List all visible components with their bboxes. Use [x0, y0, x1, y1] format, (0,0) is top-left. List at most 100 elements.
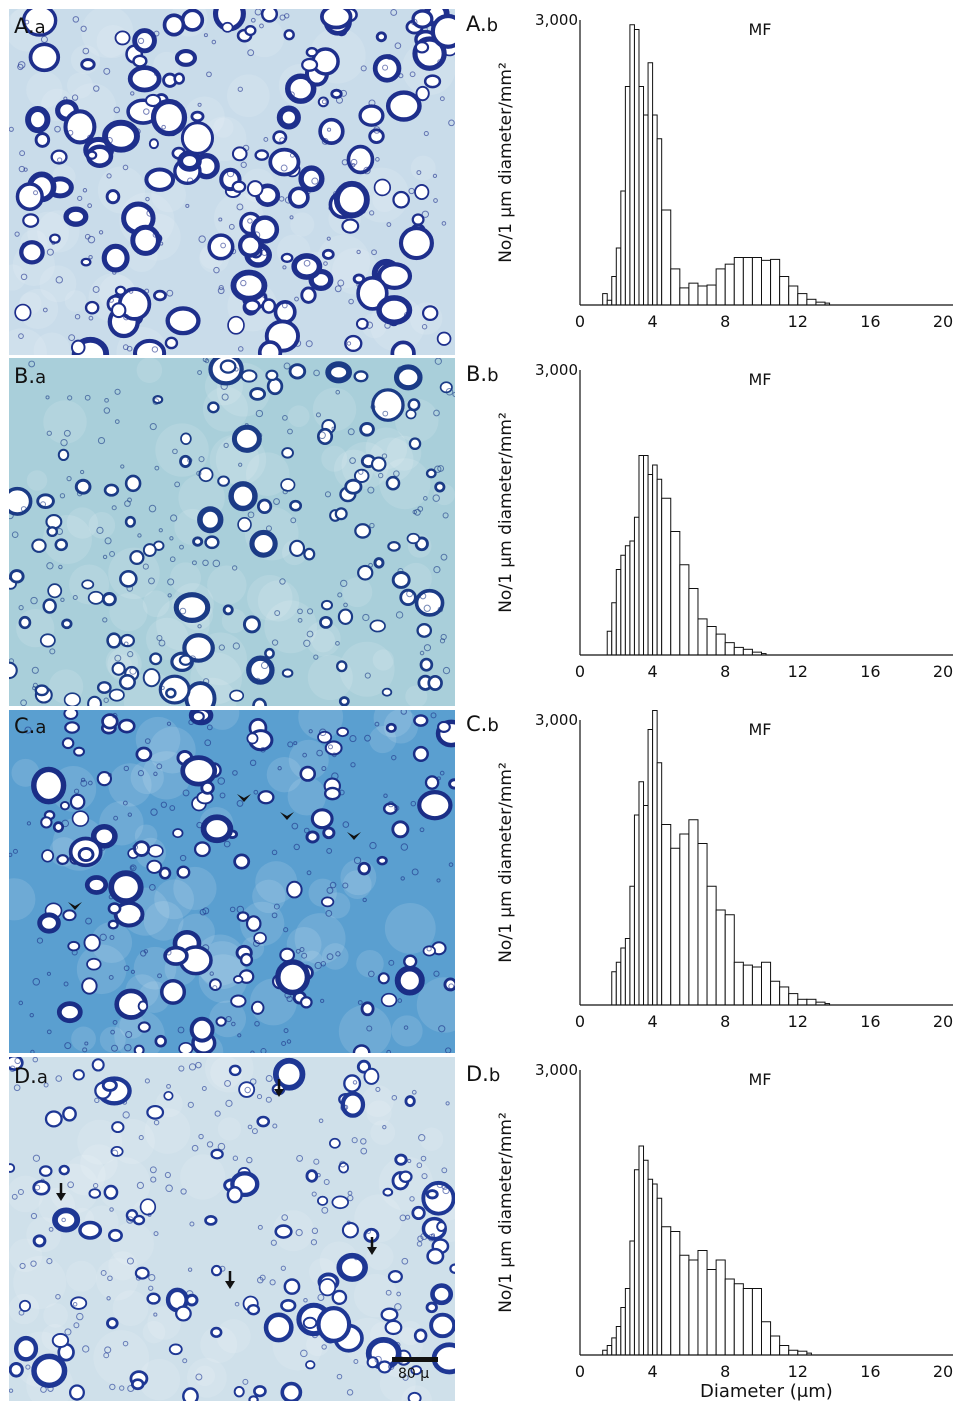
histogram-bar [643, 805, 649, 1006]
small-fiber [384, 322, 391, 329]
micrograph-panel-b [9, 358, 455, 706]
small-fiber [365, 321, 374, 329]
small-fiber [261, 292, 268, 299]
small-fiber [209, 971, 214, 976]
small-fiber [33, 190, 39, 196]
nerve-fiber [256, 1115, 271, 1128]
tissue-texture [136, 358, 163, 383]
small-fiber [40, 1178, 45, 1183]
small-fiber [247, 511, 255, 519]
x-tick-label: 12 [788, 312, 808, 331]
histogram-bar [624, 1288, 631, 1356]
small-fiber [159, 241, 164, 246]
nerve-fiber [331, 1289, 348, 1305]
small-fiber [144, 1078, 150, 1084]
small-fiber [441, 1167, 448, 1174]
histogram-bar [806, 298, 817, 306]
small-fiber [385, 1289, 392, 1296]
small-fiber [329, 881, 337, 889]
nerve-fiber [398, 226, 434, 261]
nerve-fiber [103, 483, 120, 497]
small-fiber [388, 959, 395, 966]
small-fiber [202, 559, 209, 567]
small-fiber [197, 370, 203, 375]
nerve-fiber [358, 104, 385, 127]
small-fiber [331, 772, 339, 780]
small-fiber [413, 508, 421, 516]
nerve-fiber [101, 592, 117, 607]
small-fiber [219, 1265, 226, 1272]
small-fiber [423, 644, 432, 652]
nerve-fiber [124, 474, 142, 493]
tissue-texture [419, 1127, 444, 1151]
nerve-fiber [419, 657, 434, 672]
histogram-bar [761, 961, 772, 1006]
small-fiber [45, 395, 50, 400]
small-fiber [179, 544, 184, 550]
small-fiber [270, 1239, 277, 1246]
small-fiber [393, 470, 400, 477]
small-fiber [76, 490, 83, 497]
small-fiber [54, 125, 61, 133]
tissue-texture [209, 1000, 247, 1038]
small-fiber [206, 71, 212, 78]
nerve-fiber [39, 633, 56, 648]
small-fiber [271, 849, 278, 856]
small-fiber [127, 1384, 135, 1393]
nerve-fiber [46, 526, 59, 538]
small-fiber [411, 1089, 417, 1095]
small-fiber [281, 1041, 287, 1047]
x-tick-label: 8 [720, 1012, 730, 1031]
small-fiber [18, 1000, 24, 1006]
small-fiber [326, 236, 331, 241]
small-fiber [123, 765, 130, 772]
tissue-texture [216, 1319, 251, 1354]
histogram-bar [611, 602, 617, 656]
small-fiber [255, 677, 261, 684]
nerve-fiber [142, 668, 161, 688]
small-fiber [124, 1043, 132, 1052]
nerve-fiber [18, 1299, 32, 1312]
histogram-bar [742, 964, 753, 1006]
nerve-fiber [298, 165, 325, 193]
nerve-fiber [413, 714, 429, 727]
small-fiber [182, 1358, 188, 1364]
nerve-fiber [320, 599, 334, 611]
nerve-fiber [317, 1195, 329, 1206]
nerve-fiber [72, 1069, 85, 1081]
nerve-fiber [427, 674, 443, 691]
small-fiber [362, 613, 370, 622]
small-fiber [353, 856, 362, 865]
small-fiber [156, 634, 163, 642]
histogram-bar [679, 564, 690, 656]
small-fiber [201, 1086, 207, 1091]
small-fiber [161, 124, 166, 130]
nerve-fiber [310, 808, 334, 830]
tissue-texture [180, 1154, 226, 1200]
small-fiber [305, 340, 313, 348]
small-fiber [296, 1154, 304, 1162]
small-fiber [249, 759, 257, 767]
y-axis-title: No/1 μm diameter/mm² [496, 412, 516, 613]
small-fiber [370, 404, 376, 410]
small-fiber [87, 780, 93, 786]
small-fiber [156, 763, 163, 770]
small-fiber [32, 978, 41, 986]
small-fiber [57, 157, 63, 163]
nerve-fiber [359, 421, 375, 437]
arrowhead-marker [347, 832, 361, 840]
small-fiber [24, 19, 30, 25]
small-fiber [218, 217, 223, 222]
nerve-fiber [177, 150, 202, 172]
small-fiber [311, 177, 319, 185]
small-fiber [55, 276, 63, 284]
nerve-fiber [41, 849, 55, 863]
histogram-bar [629, 540, 635, 656]
tissue-texture [153, 51, 180, 79]
histogram-bar [670, 268, 681, 306]
small-fiber [187, 457, 193, 463]
small-fiber [277, 766, 282, 771]
histogram-bar [788, 285, 799, 306]
small-fiber [293, 741, 298, 746]
small-fiber [29, 1012, 34, 1018]
